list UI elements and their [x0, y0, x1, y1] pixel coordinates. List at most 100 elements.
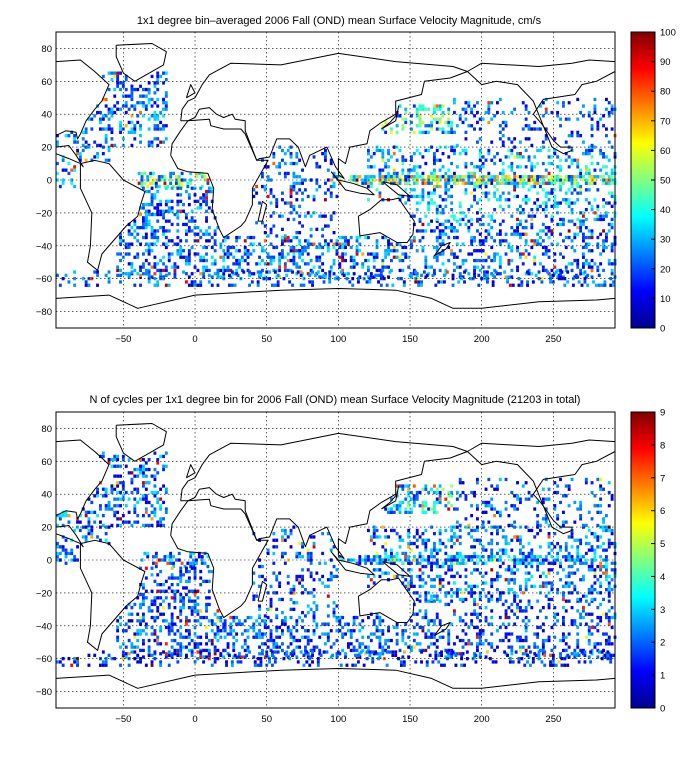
data-cell [457, 280, 461, 284]
data-cell [116, 81, 120, 85]
data-cell [404, 178, 408, 182]
data-cell [607, 222, 611, 227]
data-cell [381, 148, 385, 153]
data-cell [349, 642, 353, 646]
data-cell [453, 541, 456, 546]
data-cell [140, 171, 144, 176]
data-cell [447, 175, 451, 179]
data-cell [395, 507, 399, 511]
data-cell [605, 134, 608, 138]
data-cell [524, 175, 528, 179]
data-cell [202, 275, 206, 279]
data-cell [498, 597, 502, 602]
data-cell [421, 629, 425, 633]
data-cell [470, 204, 474, 208]
data-cell [501, 110, 505, 115]
data-cell [473, 184, 476, 189]
data-cell [461, 107, 465, 111]
data-cell [375, 188, 379, 192]
data-cell [142, 494, 145, 498]
data-cell [315, 607, 319, 611]
data-cell [210, 245, 214, 250]
data-cell [159, 487, 163, 491]
data-cell [464, 517, 468, 521]
data-cell [493, 578, 497, 582]
data-cell [398, 268, 402, 273]
data-cell [421, 625, 425, 630]
data-cell [556, 551, 560, 556]
data-cell [232, 629, 236, 633]
data-cell [530, 528, 534, 533]
data-cell [610, 217, 614, 222]
data-cell [156, 262, 160, 266]
data-cell [539, 184, 542, 189]
data-cell [547, 226, 551, 230]
data-cell [477, 273, 481, 277]
data-cell [258, 242, 261, 246]
data-cell [498, 97, 502, 102]
data-cell [81, 277, 85, 281]
data-cell [78, 155, 82, 159]
data-cell [369, 165, 373, 169]
data-cell [430, 120, 433, 125]
data-cell [541, 487, 545, 491]
data-cell [496, 574, 499, 579]
data-cell [580, 283, 584, 287]
data-cell [192, 551, 196, 556]
data-cell [490, 597, 494, 602]
data-cell [573, 558, 577, 562]
data-cell [567, 117, 571, 121]
data-cell [185, 222, 188, 227]
data-cell [564, 541, 568, 546]
data-cell [607, 114, 611, 118]
data-cell [450, 208, 454, 212]
data-cell [213, 242, 217, 246]
data-cell [299, 283, 303, 287]
data-cell [519, 497, 522, 501]
data-cell [510, 226, 514, 230]
data-cell [562, 523, 565, 528]
data-cell [610, 606, 614, 610]
data-cell [450, 184, 454, 189]
data-cell [144, 622, 148, 626]
data-cell [433, 152, 436, 156]
data-cell [139, 94, 142, 98]
data-cell [312, 601, 316, 605]
data-cell [153, 277, 157, 281]
data-cell [116, 625, 120, 630]
colorbar-tick-label: 30 [660, 235, 671, 246]
data-cell [295, 655, 299, 659]
data-cell [99, 538, 102, 542]
data-cell [315, 645, 319, 649]
data-cell [547, 155, 551, 159]
data-cell [159, 520, 163, 524]
data-cell [312, 611, 316, 615]
data-cell [424, 181, 428, 185]
data-cell [67, 280, 71, 284]
data-cell [447, 110, 451, 115]
data-cell [547, 235, 551, 240]
data-cell [142, 615, 145, 620]
cycle-count-panel: N of cycles per 1x1 degree bin for 2006 … [36, 394, 665, 725]
data-cell [478, 127, 482, 131]
data-cell [587, 588, 591, 592]
data-cell [142, 222, 145, 227]
data-cell [533, 239, 537, 243]
data-cell [504, 120, 508, 125]
data-cell [156, 124, 160, 128]
data-cell [576, 591, 580, 595]
data-cell [593, 588, 597, 592]
data-cell [332, 614, 336, 618]
data-cell [272, 245, 276, 250]
data-cell [582, 255, 585, 259]
data-cell [101, 152, 105, 156]
data-cell [136, 252, 140, 256]
data-cell [304, 635, 307, 639]
data-cell [498, 638, 502, 643]
data-cell [398, 535, 402, 539]
data-cell [550, 232, 554, 236]
data-cell [415, 545, 419, 549]
data-cell [266, 194, 270, 199]
data-cell [447, 168, 451, 172]
data-cell [533, 214, 537, 218]
